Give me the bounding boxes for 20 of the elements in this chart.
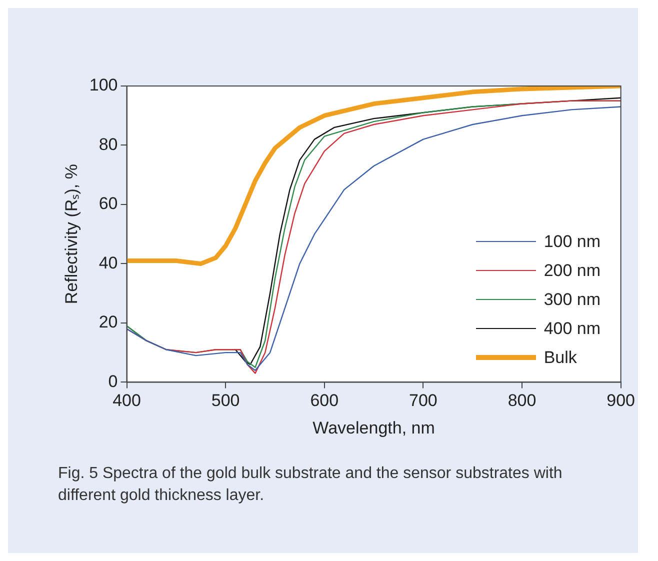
y-axis-title: Reflectivity (Rₛ), % (62, 164, 81, 304)
legend-label: 100 nm (544, 232, 601, 252)
x-tick-label: 500 (211, 391, 240, 410)
y-tick-label: 100 (89, 76, 118, 95)
legend-label: 400 nm (544, 318, 601, 339)
legend-label: 300 nm (544, 290, 601, 310)
y-tick-label: 80 (98, 134, 118, 154)
x-tick-label: 400 (112, 391, 141, 410)
legend-label: 200 nm (544, 260, 601, 281)
x-tick-label: 700 (409, 391, 438, 410)
x-tick-label: 800 (508, 391, 536, 410)
y-tick-label: 40 (98, 253, 118, 272)
y-tick-label: 60 (98, 194, 118, 214)
x-axis-title: Wavelength, nm (312, 418, 435, 438)
legend-label: Bulk (544, 348, 577, 368)
y-tick-label: 0 (108, 372, 118, 391)
caption: Fig. 5 Spectra of the gold bulk substrate and the sensor substrates with different gold thickness layer. (58, 464, 564, 506)
x-tick-label: 900 (606, 391, 636, 410)
y-tick-label: 20 (98, 312, 118, 332)
x-tick-label: 600 (310, 391, 339, 410)
